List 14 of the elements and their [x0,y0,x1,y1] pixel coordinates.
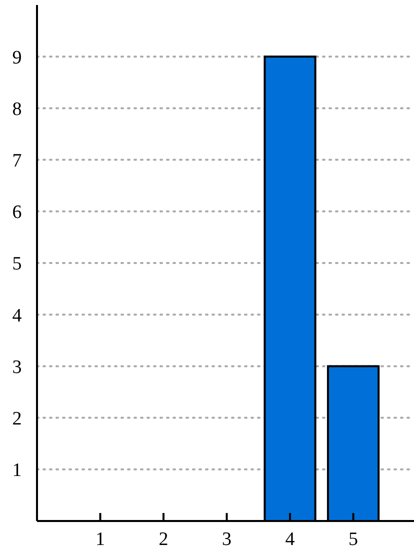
x-tick-label: 1 [96,529,106,550]
x-tick-label: 5 [348,529,358,550]
y-tick-label: 5 [12,254,22,275]
y-tick-label: 9 [12,47,22,68]
y-tick-label: 4 [12,305,22,326]
x-tick-label: 2 [158,529,168,550]
y-tick-label: 8 [12,98,22,120]
y-tick-label: 2 [12,408,22,430]
x-tick-label: 3 [222,529,232,550]
x-tick-label: 4 [285,529,296,550]
y-tick-label: 7 [12,150,22,172]
y-tick-label: 3 [12,356,22,378]
y-tick-label: 1 [12,460,22,482]
y-tick-label: 6 [12,202,22,224]
